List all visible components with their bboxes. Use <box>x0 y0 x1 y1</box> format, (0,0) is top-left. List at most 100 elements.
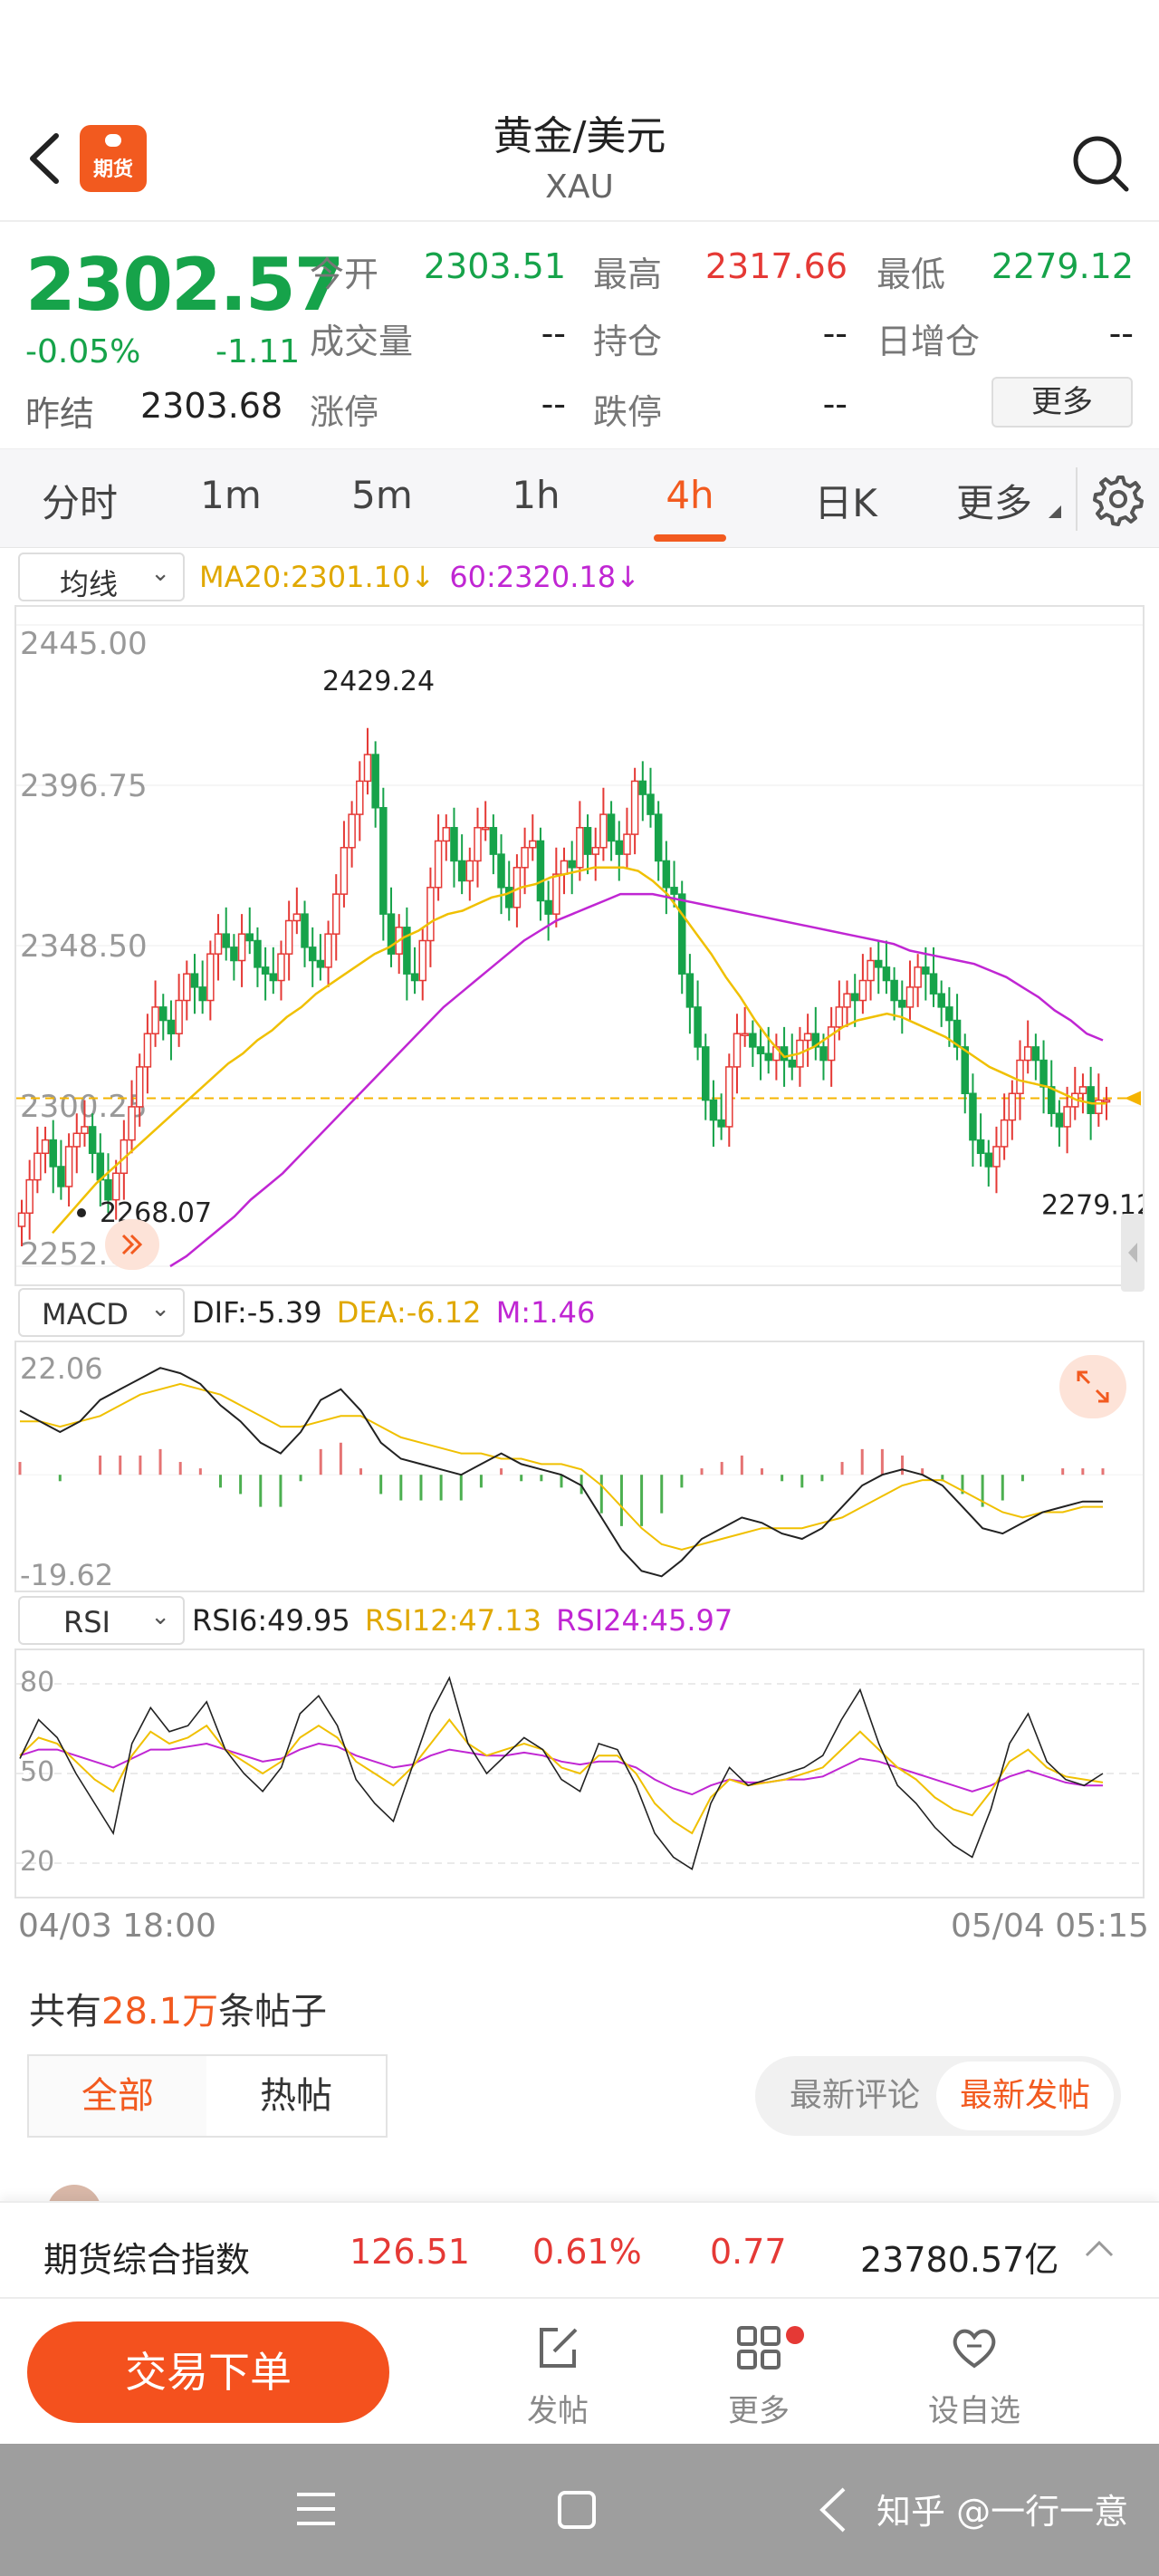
volume-label: 成交量 <box>310 322 414 361</box>
tab-more[interactable]: 更多 <box>955 481 1032 525</box>
candle-body <box>1008 1092 1017 1121</box>
candle-body <box>72 1132 81 1148</box>
tab-all-posts[interactable]: 全部 <box>27 2054 208 2138</box>
candle-body <box>64 1146 73 1187</box>
candle-body <box>340 847 349 895</box>
candle-body <box>348 813 356 849</box>
trough-dot <box>77 1208 86 1218</box>
post-button[interactable]: 发帖 <box>503 2321 612 2430</box>
chevron-down-icon: ⌄ <box>150 560 170 587</box>
tab-daily[interactable]: 日K <box>814 481 877 525</box>
more-button-label: 更多 <box>728 2393 790 2429</box>
candle-body <box>544 899 552 915</box>
candle-body <box>356 780 364 815</box>
candle-body <box>630 780 639 835</box>
rsi24-value: RSI24:45.97 <box>556 1603 733 1638</box>
more-quote-button[interactable]: 更多 <box>991 377 1133 428</box>
rsi-chart[interactable]: 80 50 20 <box>14 1648 1145 1898</box>
rsi-svg: 80 50 20 <box>16 1667 1143 1878</box>
candle-body <box>331 893 340 935</box>
tab-4h[interactable]: 4h <box>666 473 714 517</box>
chat-bubble-icon <box>105 134 121 147</box>
candle-body <box>638 780 647 795</box>
chevron-down-icon: ⌄ <box>150 1603 170 1630</box>
candle-body <box>111 1172 120 1201</box>
more-button[interactable]: 更多 <box>704 2321 813 2430</box>
prev-close-value: 2303.68 <box>140 386 283 426</box>
ma60-value: 60:2320.18 <box>449 560 617 594</box>
candle-body <box>151 1006 159 1034</box>
macd-chart[interactable]: 22.06 -19.62 <box>14 1341 1145 1592</box>
candle-body <box>568 860 576 869</box>
candle-body <box>1039 1059 1048 1088</box>
candle-body <box>937 993 945 1008</box>
trade-order-button[interactable]: 交易下单 <box>27 2321 389 2423</box>
double-chevron-icon <box>121 1234 143 1255</box>
chevron-up-icon[interactable] <box>1083 2237 1116 2259</box>
tab-intraday[interactable]: 分时 <box>41 481 118 525</box>
dif-line <box>19 1367 1103 1578</box>
macd-values: DIF:-5.39 DEA:-6.12 M:1.46 <box>192 1295 595 1330</box>
candle-body <box>167 1019 176 1034</box>
candle-body <box>1031 1046 1040 1062</box>
ma-indicator-select[interactable]: 均线 ⌄ <box>18 553 185 601</box>
bottom-action-bar: 交易下单 发帖 更多 设自选 <box>0 2299 1159 2444</box>
sort-latest-post[interactable]: 最新发帖 <box>936 2062 1114 2130</box>
candle-body <box>269 973 278 982</box>
candle-body <box>324 933 332 968</box>
back-arrow-icon[interactable] <box>22 127 67 190</box>
candle-body <box>536 840 545 902</box>
candle-body <box>104 1178 112 1201</box>
candle-body <box>827 1026 836 1062</box>
index-value: 126.51 <box>350 2232 470 2272</box>
kline-chart[interactable]: 2445.00 2396.75 2348.50 2300.25 2252.00 2429.… <box>14 605 1154 1286</box>
candle-body <box>159 1006 168 1022</box>
futures-logo[interactable]: 期货 <box>80 125 147 192</box>
dea-line <box>20 1382 1103 1551</box>
sort-toggle: 最新评论 最新发帖 <box>755 2056 1121 2136</box>
last-price: 2302.57 <box>25 243 344 327</box>
side-drawer-handle[interactable] <box>1121 1214 1145 1292</box>
candle-body <box>654 813 663 862</box>
rsi24-line <box>19 1742 1103 1796</box>
tab-hot-posts[interactable]: 热帖 <box>206 2054 388 2138</box>
tab-5m[interactable]: 5m <box>351 473 413 517</box>
ma-values: MA20:2301.10↓ 60:2320.18↓ <box>199 560 640 594</box>
status-bar <box>0 0 1159 91</box>
open-value: 2303.51 <box>423 246 566 286</box>
period-tabs: 分时 1m 5m 1h 4h 日K 更多 <box>0 448 1159 548</box>
candle-body <box>733 1033 742 1068</box>
candle-body <box>418 939 426 982</box>
candle-body <box>741 1033 749 1036</box>
sort-latest-comment[interactable]: 最新评论 <box>789 2077 920 2114</box>
y-tick-label: 2300.25 <box>20 1089 148 1125</box>
candle-body <box>403 927 411 975</box>
rsi-indicator-select[interactable]: RSI ⌄ <box>18 1596 185 1645</box>
candle-body <box>371 754 379 809</box>
gear-icon[interactable] <box>1091 472 1145 526</box>
search-icon[interactable] <box>1068 131 1132 195</box>
candle-body <box>277 953 285 982</box>
rsi-values: RSI6:49.95 RSI12:47.13 RSI24:45.97 <box>192 1603 733 1638</box>
candle-body <box>992 1146 1001 1168</box>
tab-1h[interactable]: 1h <box>512 473 560 517</box>
macd-indicator-select[interactable]: MACD ⌄ <box>18 1288 185 1337</box>
candle-body <box>254 939 262 968</box>
candle-body <box>662 860 671 889</box>
expand-left-button[interactable] <box>105 1219 159 1270</box>
macd-svg: 22.06 -19.62 <box>16 1351 1143 1592</box>
recent-apps-icon[interactable] <box>295 2491 337 2527</box>
watchlist-button[interactable]: 设自选 <box>920 2321 1029 2430</box>
tab-1m[interactable]: 1m <box>200 473 262 517</box>
expand-icon <box>1077 1370 1109 1403</box>
y-tick-label: 2348.50 <box>20 928 148 965</box>
candle-body <box>128 1106 136 1141</box>
back-nav-icon[interactable] <box>815 2485 851 2534</box>
limit-up-label: 涨停 <box>310 392 379 432</box>
candle-body <box>607 813 616 842</box>
candle-body <box>560 860 569 875</box>
futures-index-bar[interactable]: 期货综合指数 126.51 0.61% 0.77 23780.57亿 <box>0 2201 1159 2299</box>
home-icon[interactable] <box>556 2489 598 2531</box>
fullscreen-button[interactable] <box>1059 1355 1126 1418</box>
candle-body <box>583 827 592 855</box>
